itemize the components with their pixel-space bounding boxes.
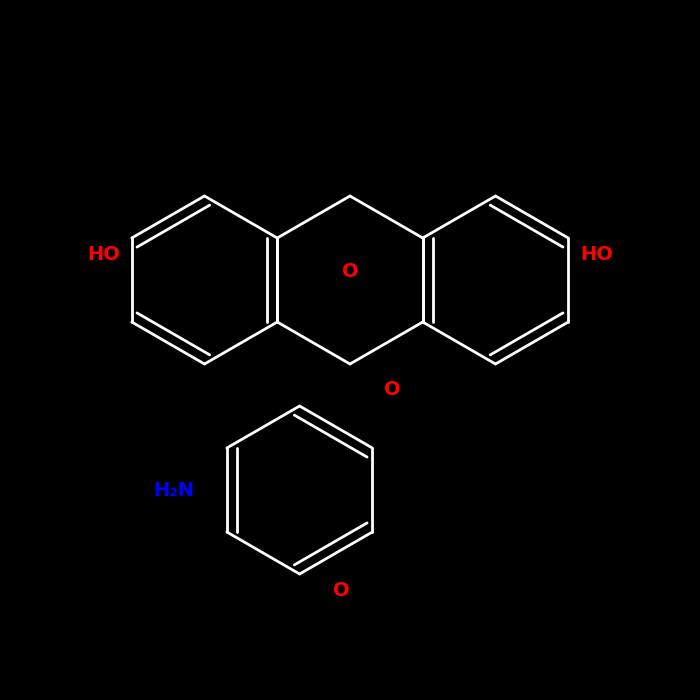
Text: H₂N: H₂N — [153, 480, 194, 500]
Text: O: O — [384, 379, 400, 399]
Text: HO: HO — [580, 245, 612, 265]
Text: O: O — [333, 581, 350, 601]
Text: O: O — [342, 262, 358, 281]
Text: HO: HO — [88, 245, 120, 265]
